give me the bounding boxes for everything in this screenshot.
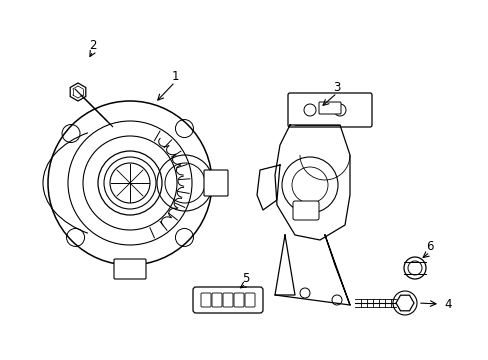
FancyBboxPatch shape	[318, 102, 340, 114]
FancyBboxPatch shape	[292, 201, 318, 220]
FancyBboxPatch shape	[193, 287, 263, 313]
FancyBboxPatch shape	[287, 93, 371, 127]
FancyBboxPatch shape	[203, 170, 227, 196]
FancyBboxPatch shape	[234, 293, 244, 307]
FancyBboxPatch shape	[114, 259, 146, 279]
FancyBboxPatch shape	[201, 293, 210, 307]
Text: 6: 6	[426, 239, 433, 252]
FancyBboxPatch shape	[212, 293, 222, 307]
Text: 3: 3	[333, 81, 340, 94]
Text: 1: 1	[171, 69, 179, 82]
Text: 5: 5	[242, 271, 249, 284]
Text: 2: 2	[89, 39, 97, 51]
Text: 4: 4	[443, 297, 451, 310]
FancyBboxPatch shape	[244, 293, 254, 307]
FancyBboxPatch shape	[223, 293, 232, 307]
